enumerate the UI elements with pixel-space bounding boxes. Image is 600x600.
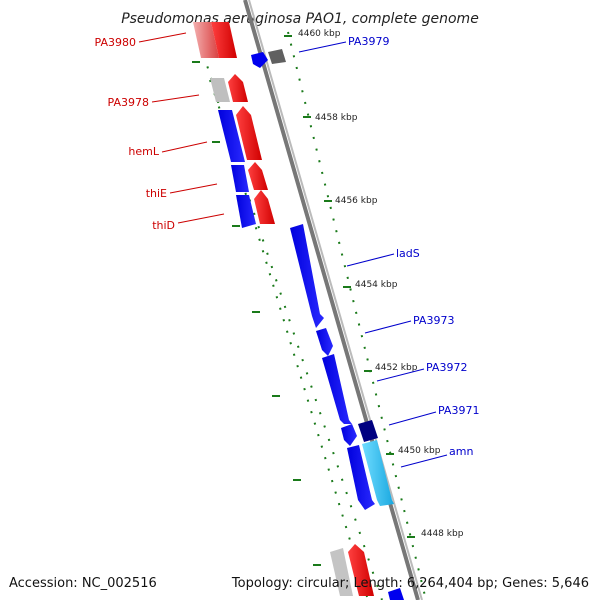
leader-PA3978 [151,94,200,103]
gene-bottom-blue[interactable] [388,588,404,600]
tick-labels: 4460 kbp 4458 kbp 4456 kbp 4454 kbp 4452… [298,29,464,539]
right-gene-labels: PA3979 ladS PA3973 PA3972 PA3971 amn [298,35,479,468]
label-PA3979: PA3979 [348,35,389,48]
gene-PA3971-dark[interactable] [358,420,378,442]
left-blue-genes [218,110,256,228]
right-dotted-track [287,31,426,597]
leader-PA3980 [138,32,187,43]
label-ladS: ladS [396,247,420,260]
accession-text: Accession: NC_002516 [9,576,157,591]
label-PA3971: PA3971 [438,404,479,417]
leader-PA3971 [388,411,437,426]
major-ticks [192,35,415,566]
label-PA3972: PA3972 [426,361,467,374]
genome-backbone [243,0,423,600]
leader-PA3973 [364,320,412,334]
gene-thiE-red[interactable] [248,162,268,190]
gene-ladS[interactable] [290,224,324,328]
gene-PA3972[interactable] [322,354,352,424]
gene-PA3978-grey[interactable] [210,78,230,102]
gene-hemL-red[interactable] [236,106,262,160]
tick-label-4458: 4458 kbp [315,113,358,123]
tick-label-4452: 4452 kbp [375,363,418,373]
reverse-strand-genes [193,22,374,596]
gene-amn-cyan[interactable] [362,440,394,506]
label-PA3978: PA3978 [108,96,149,109]
tick-label-4456: 4456 kbp [335,196,378,206]
tick-label-4450: 4450 kbp [398,446,441,456]
gene-PA3973[interactable] [316,328,333,356]
leader-PA3972 [376,368,425,382]
gene-PA3979[interactable] [251,52,268,68]
leader-thiE [169,183,218,194]
tick-label-4460: 4460 kbp [298,29,341,39]
gene-PA3979-grey[interactable] [268,49,286,64]
gene-PA3971[interactable] [341,424,357,446]
label-thiD: thiD [152,219,175,232]
gene-PA3980-light[interactable] [193,22,219,58]
leader-thiD [177,213,225,224]
gene-amn[interactable] [347,445,375,510]
label-thiE: thiE [146,187,167,200]
label-PA3980: PA3980 [95,36,136,49]
gene-hemL[interactable] [218,110,245,162]
genome-summary-text: Topology: circular; Length: 6,264,404 bp… [231,576,589,591]
tick-label-4454: 4454 kbp [355,280,398,290]
label-hemL: hemL [128,145,159,158]
left-gene-labels: PA3980 PA3978 hemL thiE thiD [95,32,225,232]
gene-left-bottom-red[interactable] [348,544,374,596]
leader-hemL [161,141,208,153]
leader-PA3979 [298,41,347,53]
map-title: Pseudomonas aeruginosa PAO1, complete ge… [121,11,479,27]
leader-ladS [346,253,395,267]
leader-amn [400,454,448,468]
label-amn: amn [449,445,473,458]
tick-label-4448: 4448 kbp [421,529,464,539]
gene-thiD-red[interactable] [254,190,275,224]
gene-thiE[interactable] [231,165,249,192]
label-PA3973: PA3973 [413,314,454,327]
forward-strand-genes [251,49,404,600]
gene-left-bottom-grey[interactable] [330,548,353,596]
gene-PA3980[interactable] [211,22,237,58]
gene-thiD[interactable] [236,195,256,228]
gene-PA3978[interactable] [228,74,248,102]
